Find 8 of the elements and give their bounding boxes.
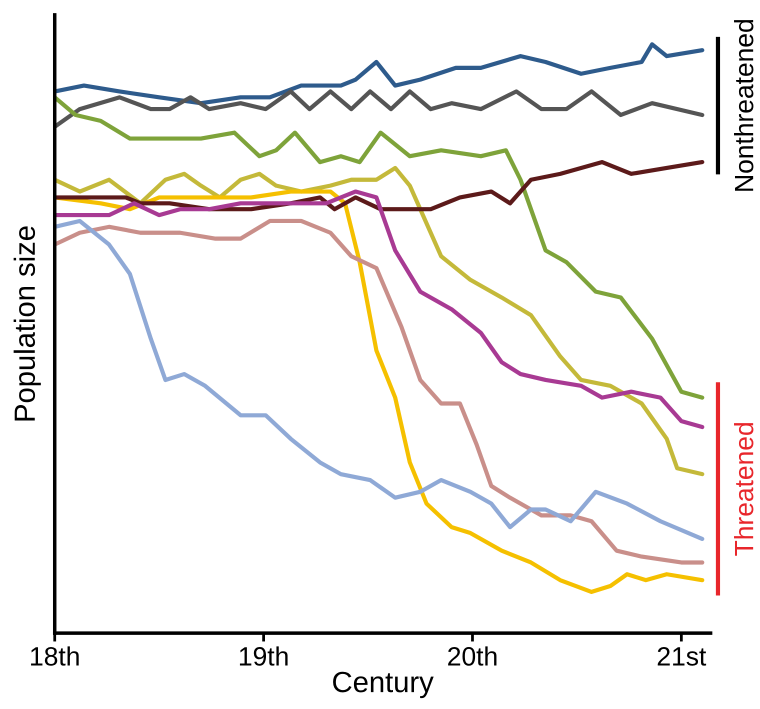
x-tick-label: 19th bbox=[240, 646, 288, 666]
x-axis-title: Century bbox=[333, 672, 434, 698]
x-tick-label: 21st bbox=[658, 647, 706, 666]
y-axis-title: Population size bbox=[14, 226, 41, 421]
text: Threatened bbox=[734, 423, 754, 556]
x-tick-label: 18th bbox=[31, 646, 79, 666]
x-tick-label: 20th bbox=[448, 646, 496, 666]
text: Nonthreatened bbox=[734, 20, 754, 191]
